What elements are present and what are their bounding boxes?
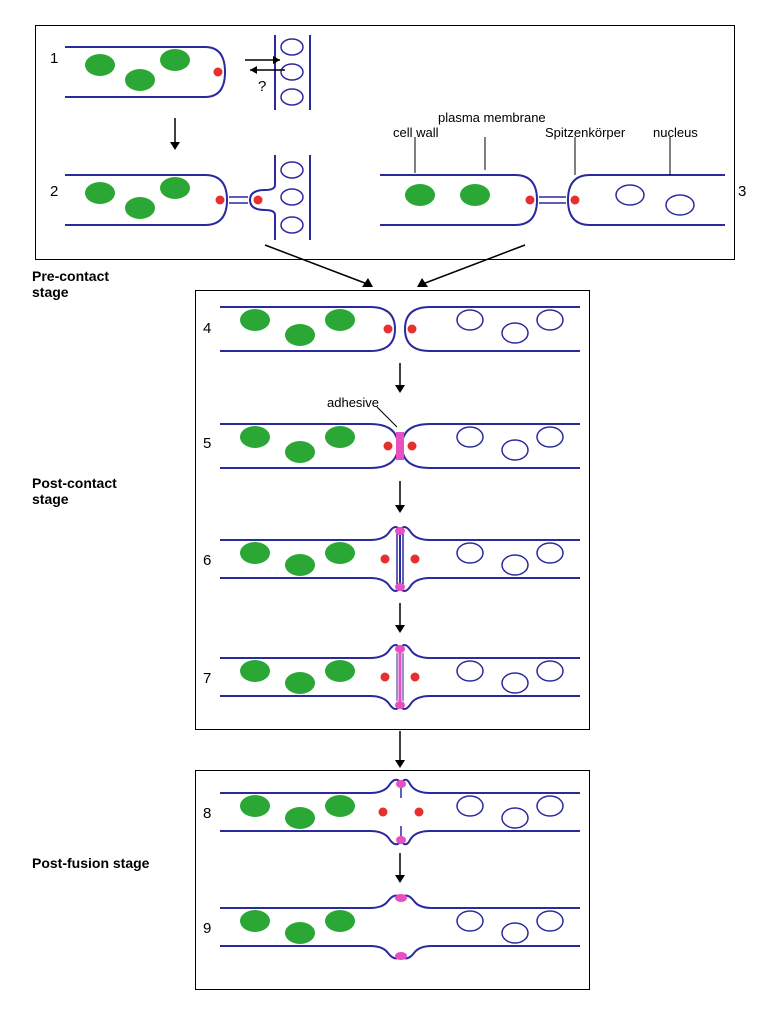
question-mark: ? <box>258 78 266 95</box>
num-1: 1 <box>50 50 58 67</box>
row7-svg <box>220 643 580 715</box>
row1-svg <box>65 35 345 110</box>
row4-svg <box>220 295 580 363</box>
precontact-label-l1: Pre-contact stage <box>32 268 109 300</box>
num-7: 7 <box>203 670 211 687</box>
num-5: 5 <box>203 435 211 452</box>
arrow-7-8 <box>390 728 410 773</box>
anno-spitz: Spitzenkörper <box>545 125 625 140</box>
postfusion-label: Post-fusion stage <box>32 855 152 871</box>
anno-adhesive: adhesive <box>327 395 379 410</box>
num-2: 2 <box>50 183 58 200</box>
postcontact-label-text: Post-contact stage <box>32 475 117 507</box>
num-3: 3 <box>738 183 746 200</box>
arrow-8-9 <box>390 850 410 888</box>
arrows-into-box2 <box>255 240 535 295</box>
num-6: 6 <box>203 552 211 569</box>
anno-plasma: plasma membrane <box>438 110 546 125</box>
row5-svg <box>220 412 580 480</box>
anno-cell-wall: cell wall <box>393 125 439 140</box>
arrow-1-2 <box>165 115 185 155</box>
arrow-4-5 <box>390 360 410 398</box>
row9-svg <box>220 893 580 965</box>
row2-svg <box>65 155 345 240</box>
num-4: 4 <box>203 320 211 337</box>
postcontact-label: Post-contact stage <box>32 475 152 507</box>
num-9: 9 <box>203 920 211 937</box>
anno-nucleus: nucleus <box>653 125 698 140</box>
arrow-6-7 <box>390 600 410 638</box>
postfusion-label-text: Post-fusion stage <box>32 855 149 871</box>
row3-anno-lines <box>380 105 725 175</box>
arrow-5-6 <box>390 478 410 518</box>
num-8: 8 <box>203 805 211 822</box>
row6-svg <box>220 525 580 597</box>
precontact-label: Pre-contact stage <box>32 268 142 300</box>
row8-svg <box>220 778 580 850</box>
